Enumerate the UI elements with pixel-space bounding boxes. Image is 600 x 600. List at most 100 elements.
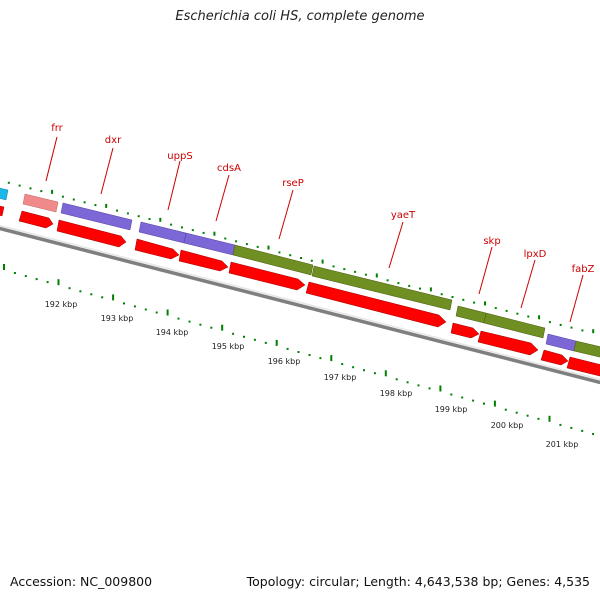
ruler-minor-tick [278, 251, 281, 254]
ruler-minor-tick [177, 317, 180, 320]
label-leader-frr [45, 136, 58, 182]
ruler-minor-tick [341, 363, 344, 366]
ruler-minor-tick [191, 229, 194, 232]
ruler-minor-tick [354, 270, 357, 273]
gene-label-yaeT: yaeT [391, 210, 416, 221]
ruler-minor-tick [548, 321, 551, 324]
ruler-minor-tick [472, 399, 475, 402]
ruler-minor-tick [286, 347, 289, 350]
feature-bar-frr [22, 193, 59, 213]
ruler-label-197: 197 kbp [324, 373, 357, 382]
gene-label-fabZ: fabZ [572, 264, 595, 275]
feature-bar-lpxD [483, 312, 546, 339]
feature-bar-yaeT [311, 265, 453, 311]
gene-label-lpxD: lpxD [524, 249, 547, 260]
ruler-label-201: 201 kbp [546, 440, 579, 449]
cds-arrow [566, 356, 600, 377]
ruler-minor-tick [61, 195, 64, 198]
ruler-major-tick [384, 370, 387, 377]
label-leader-skp [478, 246, 493, 295]
label-leader-rseP [278, 189, 294, 240]
topology-text: Topology: circular; Length: 4,643,538 bp… [246, 574, 590, 589]
ruler-label-194: 194 kbp [156, 328, 189, 337]
ruler-minor-tick [256, 245, 259, 248]
ruler-minor-tick [199, 323, 202, 326]
ruler-minor-tick [373, 372, 376, 375]
ruler-minor-tick [116, 209, 118, 212]
ruler-label-195: 195 kbp [212, 342, 245, 351]
ruler-minor-tick [592, 433, 595, 435]
ruler-major-tick [57, 279, 60, 286]
ruler-major-tick [493, 400, 496, 407]
ruler-major-tick [275, 339, 278, 346]
feature-bar-skp [455, 305, 487, 324]
ruler-major-tick [213, 231, 216, 236]
ruler-minor-tick [494, 307, 497, 310]
genome-backbone-highlight [0, 224, 600, 381]
gene-label-cdsA: cdsA [217, 163, 241, 174]
ruler-major-tick [112, 294, 115, 301]
feature-bar-uppS [138, 221, 187, 244]
ruler-minor-tick [428, 387, 431, 390]
ruler-minor-tick [408, 284, 411, 287]
feature-bar-fabZ-purple [545, 333, 577, 352]
ruler-minor-tick [570, 326, 573, 329]
cds-arrow [450, 322, 480, 339]
ruler-minor-tick [440, 293, 443, 296]
feature-bar-cyan [0, 187, 9, 201]
ruler-major-tick [51, 189, 54, 194]
ruler-minor-tick [232, 332, 235, 335]
ruler-major-tick [330, 355, 333, 362]
ruler-minor-tick [352, 366, 355, 369]
ruler-minor-tick [68, 287, 71, 290]
ruler-minor-tick [289, 254, 292, 257]
cds-arrow [305, 281, 447, 328]
ruler-major-tick [375, 273, 378, 278]
ruler-minor-tick [300, 257, 302, 259]
cds-arrow [0, 205, 5, 217]
ruler-minor-tick [297, 351, 300, 353]
ruler-minor-tick [264, 341, 267, 344]
cds-arrow [540, 349, 569, 366]
ruler-minor-tick [527, 315, 530, 318]
feature-bar-rseP [232, 244, 314, 276]
ruler-minor-tick [24, 275, 27, 278]
ruler-minor-tick [235, 240, 238, 243]
ruler-minor-tick [537, 417, 540, 420]
gene-label-rseP: rseP [282, 178, 304, 189]
cds-arrow [18, 210, 54, 229]
ruler-minor-tick [406, 381, 409, 384]
ruler-minor-tick [137, 215, 140, 218]
ruler-minor-tick [181, 226, 183, 229]
ruler-label-196: 196 kbp [268, 357, 301, 366]
ruler-minor-tick [101, 296, 104, 299]
label-leader-lpxD [520, 259, 536, 309]
ruler-minor-tick [343, 268, 346, 271]
ruler-minor-tick [417, 384, 420, 387]
label-leader-cdsA [215, 174, 230, 222]
ruler-major-tick [548, 415, 551, 422]
ruler-minor-tick [570, 426, 573, 429]
ruler-minor-tick [332, 265, 335, 268]
ruler-minor-tick [170, 223, 173, 226]
accession-text: Accession: NC_009800 [10, 574, 153, 589]
ruler-major-tick [538, 315, 541, 320]
ruler-minor-tick [188, 320, 191, 323]
ruler-minor-tick [505, 309, 508, 312]
feature-bar-fabZ [573, 340, 600, 358]
ruler-minor-tick [94, 204, 97, 207]
gene-label-dxr: dxr [105, 135, 122, 146]
label-leader-uppS [167, 160, 181, 211]
ruler-label-192: 192 kbp [45, 300, 78, 309]
ruler-label-193: 193 kbp [101, 314, 134, 323]
cds-arrow [56, 219, 127, 248]
cds-arrow [178, 249, 229, 272]
ruler-major-tick [267, 245, 270, 250]
ruler-minor-tick [363, 369, 365, 372]
ruler-minor-tick [364, 273, 367, 276]
feature-bar-dxr [60, 202, 133, 231]
ruler-minor-tick [148, 218, 151, 220]
ruler-minor-tick [526, 414, 529, 417]
ruler-major-tick [221, 324, 224, 331]
